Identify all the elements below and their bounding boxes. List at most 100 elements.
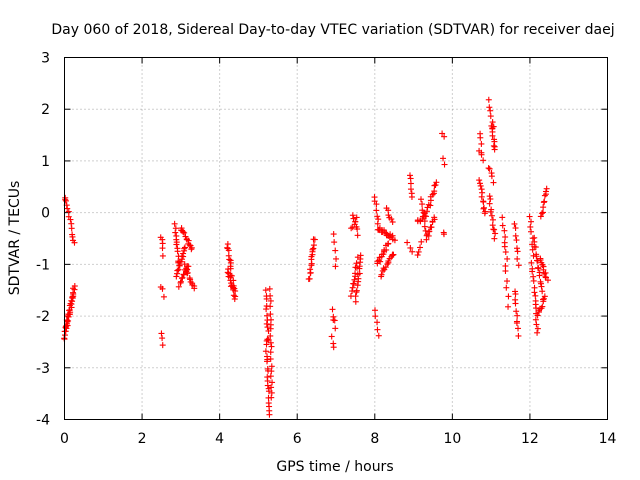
data-point bbox=[515, 325, 522, 332]
data-point bbox=[62, 196, 69, 203]
data-point bbox=[269, 379, 276, 386]
data-point bbox=[492, 230, 499, 237]
data-point bbox=[353, 214, 360, 221]
data-point bbox=[421, 223, 428, 230]
data-point bbox=[64, 205, 71, 212]
data-point bbox=[414, 252, 421, 259]
data-point bbox=[541, 198, 548, 205]
data-point bbox=[172, 225, 179, 232]
data-point bbox=[382, 264, 389, 271]
data-point bbox=[349, 212, 356, 219]
data-point bbox=[530, 277, 537, 284]
data-point bbox=[512, 225, 519, 232]
data-point bbox=[159, 342, 166, 349]
data-point bbox=[529, 246, 536, 253]
data-point bbox=[357, 252, 364, 259]
data-point bbox=[491, 226, 498, 233]
data-point bbox=[224, 269, 231, 276]
data-point bbox=[311, 236, 318, 243]
data-point bbox=[268, 389, 275, 396]
data-point bbox=[174, 248, 181, 255]
data-point bbox=[374, 319, 381, 326]
data-point bbox=[540, 266, 547, 273]
data-point bbox=[489, 132, 496, 139]
data-point bbox=[350, 215, 357, 222]
data-point bbox=[267, 339, 274, 346]
data-point bbox=[267, 325, 274, 332]
data-point bbox=[173, 241, 180, 248]
data-point bbox=[330, 344, 337, 351]
grid-lines bbox=[64, 57, 608, 420]
data-point bbox=[477, 182, 484, 189]
data-point bbox=[70, 291, 77, 298]
data-point bbox=[391, 237, 398, 244]
data-point bbox=[332, 263, 339, 270]
data-point bbox=[544, 277, 551, 284]
data-point bbox=[423, 213, 430, 220]
data-point bbox=[353, 287, 360, 294]
data-point bbox=[62, 197, 69, 204]
data-point bbox=[351, 276, 358, 283]
data-point bbox=[375, 332, 382, 339]
data-point bbox=[407, 175, 414, 182]
data-point bbox=[406, 172, 413, 179]
data-point bbox=[538, 283, 545, 290]
data-point bbox=[380, 251, 387, 258]
data-point bbox=[532, 292, 539, 299]
data-point bbox=[501, 243, 508, 250]
data-point bbox=[528, 218, 535, 225]
y-tick-label: 0 bbox=[41, 206, 50, 222]
data-point bbox=[226, 256, 233, 263]
y-tick-label: 3 bbox=[41, 51, 50, 67]
data-point bbox=[433, 179, 440, 186]
data-point bbox=[230, 277, 237, 284]
data-point bbox=[426, 228, 433, 235]
data-point bbox=[65, 208, 72, 215]
data-point bbox=[183, 267, 190, 274]
data-point bbox=[374, 220, 381, 227]
data-point bbox=[486, 200, 493, 207]
data-point bbox=[379, 267, 386, 274]
data-point bbox=[541, 293, 548, 300]
data-point bbox=[409, 248, 416, 255]
data-point bbox=[388, 216, 395, 223]
data-point bbox=[268, 368, 275, 375]
data-point bbox=[267, 355, 274, 362]
data-point bbox=[262, 348, 269, 355]
data-point bbox=[423, 236, 430, 243]
data-point bbox=[537, 213, 544, 220]
data-point bbox=[174, 267, 181, 274]
x-axis-label: GPS time / hours bbox=[276, 459, 393, 475]
data-point bbox=[502, 233, 509, 240]
data-point bbox=[502, 262, 509, 269]
data-point bbox=[478, 140, 485, 147]
data-point bbox=[307, 266, 314, 273]
data-point bbox=[307, 269, 314, 276]
data-point bbox=[504, 255, 511, 262]
data-point bbox=[491, 235, 498, 242]
data-point bbox=[374, 326, 381, 333]
data-point bbox=[331, 317, 338, 324]
data-point bbox=[404, 239, 411, 246]
data-point bbox=[513, 308, 520, 315]
data-point bbox=[489, 119, 496, 126]
data-point bbox=[159, 285, 166, 292]
data-point bbox=[480, 157, 487, 164]
data-point bbox=[67, 309, 74, 316]
data-point bbox=[485, 96, 492, 103]
y-tick-labels: -4 -3 -2 -1 0 1 2 3 bbox=[36, 51, 50, 429]
data-point bbox=[389, 219, 396, 226]
data-point bbox=[543, 185, 550, 192]
data-point bbox=[533, 321, 540, 328]
data-point bbox=[511, 220, 518, 227]
data-point bbox=[512, 300, 519, 307]
data-point bbox=[390, 251, 397, 258]
data-point bbox=[268, 384, 275, 391]
data-point bbox=[539, 296, 546, 303]
data-point bbox=[230, 292, 237, 299]
data-point bbox=[309, 246, 316, 253]
data-point bbox=[428, 224, 435, 231]
data-point bbox=[354, 232, 361, 239]
data-point bbox=[407, 244, 414, 251]
data-point bbox=[440, 231, 447, 238]
